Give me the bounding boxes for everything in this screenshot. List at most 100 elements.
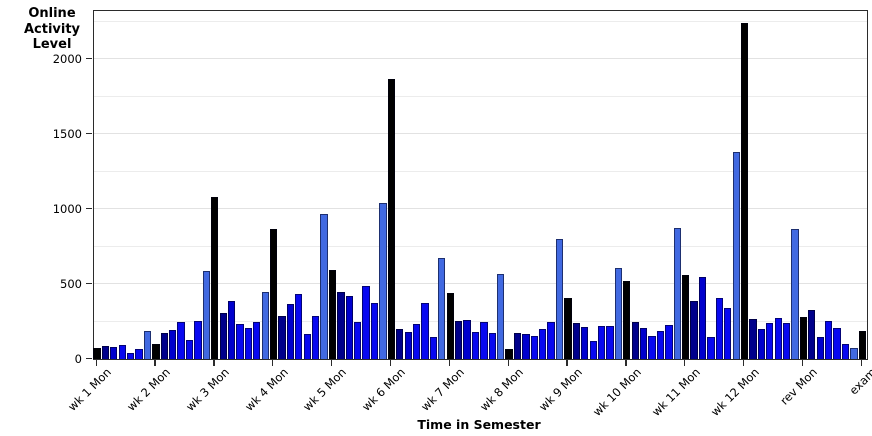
bar-rev-mon-wed <box>816 336 824 359</box>
bar-wk-10-mon-sun <box>673 227 681 359</box>
x-tick-mark <box>860 360 863 366</box>
x-tick-mark <box>507 360 509 366</box>
bar-wk-9-mon-sun <box>614 267 623 359</box>
bar-wk-12-mon-sun <box>791 229 799 359</box>
bar-wk-11-mon-sun <box>732 152 740 359</box>
bar-wk-5-mon-sun <box>379 203 387 359</box>
bar-wk-1-mon-thu <box>118 344 126 359</box>
bar-wk-3-mon-tue <box>219 312 227 359</box>
bar-wk-1-mon-tue <box>101 345 110 359</box>
bar-exam-mon <box>858 330 866 359</box>
y-tick-label: 500 <box>60 276 82 291</box>
bar-wk-5-mon-fri <box>362 285 370 359</box>
bar-wk-7-mon-thu <box>471 332 480 359</box>
y-axis-title: Online Activity Level <box>23 6 81 53</box>
bar-wk-11-mon-fri <box>715 297 723 359</box>
bar-wk-11-mon-sat <box>724 308 732 359</box>
plot-area <box>93 10 868 360</box>
bar-wk-7-mon-sat <box>488 332 496 359</box>
bar-wk-11-mon-thu <box>707 336 715 359</box>
bar-wk-12-mon-tue <box>749 319 757 359</box>
x-tick-mark <box>213 360 215 366</box>
bar-wk-3-mon-thu <box>236 323 244 359</box>
bar-wk-12-mon-fri <box>774 317 782 359</box>
gridline <box>94 95 867 97</box>
bar-wk-10-mon-sat <box>665 325 673 359</box>
bar-wk-11-mon-wed <box>698 277 707 359</box>
gridline <box>94 320 867 322</box>
bar-wk-2-mon-mon <box>152 344 160 359</box>
bar-wk-4-mon-thu <box>295 293 303 359</box>
bar-wk-2-mon-fri <box>185 339 194 359</box>
y-tick-label: 2000 <box>52 51 82 66</box>
bar-wk-9-mon-mon <box>564 297 572 359</box>
bar-wk-7-mon-fri <box>480 321 488 359</box>
bar-rev-mon-sun <box>850 347 858 359</box>
gridline <box>94 20 867 22</box>
x-tick-mark <box>566 360 568 366</box>
bar-wk-8-mon-mon <box>505 349 513 359</box>
x-axis-title: Time in Semester <box>417 417 541 432</box>
bar-wk-9-mon-sat <box>606 326 614 359</box>
bar-wk-8-mon-sat <box>547 321 555 359</box>
bar-wk-9-mon-thu <box>589 341 597 359</box>
bar-wk-6-mon-wed <box>404 332 412 359</box>
bar-wk-3-mon-sun <box>261 292 269 359</box>
x-tick-mark <box>95 360 97 366</box>
x-tick-mark <box>743 360 745 366</box>
bar-wk-8-mon-tue <box>513 332 522 359</box>
gridline <box>94 58 867 59</box>
bar-wk-7-mon-mon <box>446 293 454 359</box>
y-tick-label: 1500 <box>52 126 82 141</box>
x-tick-label: wk 1 Mon <box>65 365 114 414</box>
bar-wk-8-mon-sun <box>555 239 564 359</box>
bar-wk-8-mon-fri <box>539 329 547 359</box>
x-tick-mark <box>801 360 804 366</box>
x-tick-mark <box>272 360 274 366</box>
bar-wk-12-mon-wed <box>757 329 766 359</box>
bar-wk-1-mon-mon <box>93 347 101 359</box>
bar-wk-9-mon-wed <box>581 326 589 359</box>
y-tick-mark <box>86 57 92 59</box>
bar-wk-4-mon-tue <box>278 316 286 359</box>
bar-wk-11-mon-mon <box>682 275 690 359</box>
y-tick-label: 0 <box>74 351 82 366</box>
y-tick-mark <box>86 282 92 284</box>
bar-wk-10-mon-wed <box>640 328 648 359</box>
bar-wk-2-mon-sat <box>194 320 202 359</box>
gridline <box>94 283 867 284</box>
bar-wk-6-mon-thu <box>412 323 421 359</box>
bar-wk-5-mon-wed <box>345 296 353 359</box>
bar-wk-9-mon-fri <box>597 326 606 359</box>
bar-wk-12-mon-thu <box>766 323 774 359</box>
gridline <box>94 208 867 209</box>
bar-wk-6-mon-sat <box>429 337 438 359</box>
bar-wk-12-mon-mon <box>740 23 749 359</box>
x-tick-mark <box>154 360 156 366</box>
bar-wk-11-mon-tue <box>690 301 698 359</box>
y-tick-mark <box>86 207 92 209</box>
bar-wk-10-mon-tue <box>631 321 639 359</box>
bar-wk-5-mon-mon <box>328 269 337 359</box>
x-tick-mark <box>684 360 686 366</box>
bar-wk-3-mon-sat <box>253 322 261 359</box>
bar-rev-mon-fri <box>833 327 841 359</box>
bar-wk-1-mon-sun <box>143 331 152 359</box>
bar-rev-mon-sat <box>841 344 850 359</box>
bar-wk-10-mon-mon <box>623 281 631 359</box>
bar-wk-3-mon-wed <box>227 301 236 359</box>
bar-wk-6-mon-sun <box>438 257 446 359</box>
bar-wk-2-mon-tue <box>160 332 168 359</box>
bar-wk-4-mon-fri <box>303 334 311 359</box>
bar-wk-8-mon-thu <box>530 335 538 359</box>
bar-wk-5-mon-tue <box>337 291 345 359</box>
bar-wk-10-mon-thu <box>648 335 656 359</box>
x-tick-mark <box>625 360 627 366</box>
bar-wk-1-mon-wed <box>110 347 118 359</box>
bar-wk-6-mon-mon <box>387 78 395 359</box>
bar-wk-6-mon-tue <box>396 329 404 359</box>
bar-wk-3-mon-mon <box>211 197 219 359</box>
bar-rev-mon-mon <box>799 317 808 359</box>
bar-wk-7-mon-sun <box>497 274 505 359</box>
bar-wk-8-mon-wed <box>522 333 530 359</box>
